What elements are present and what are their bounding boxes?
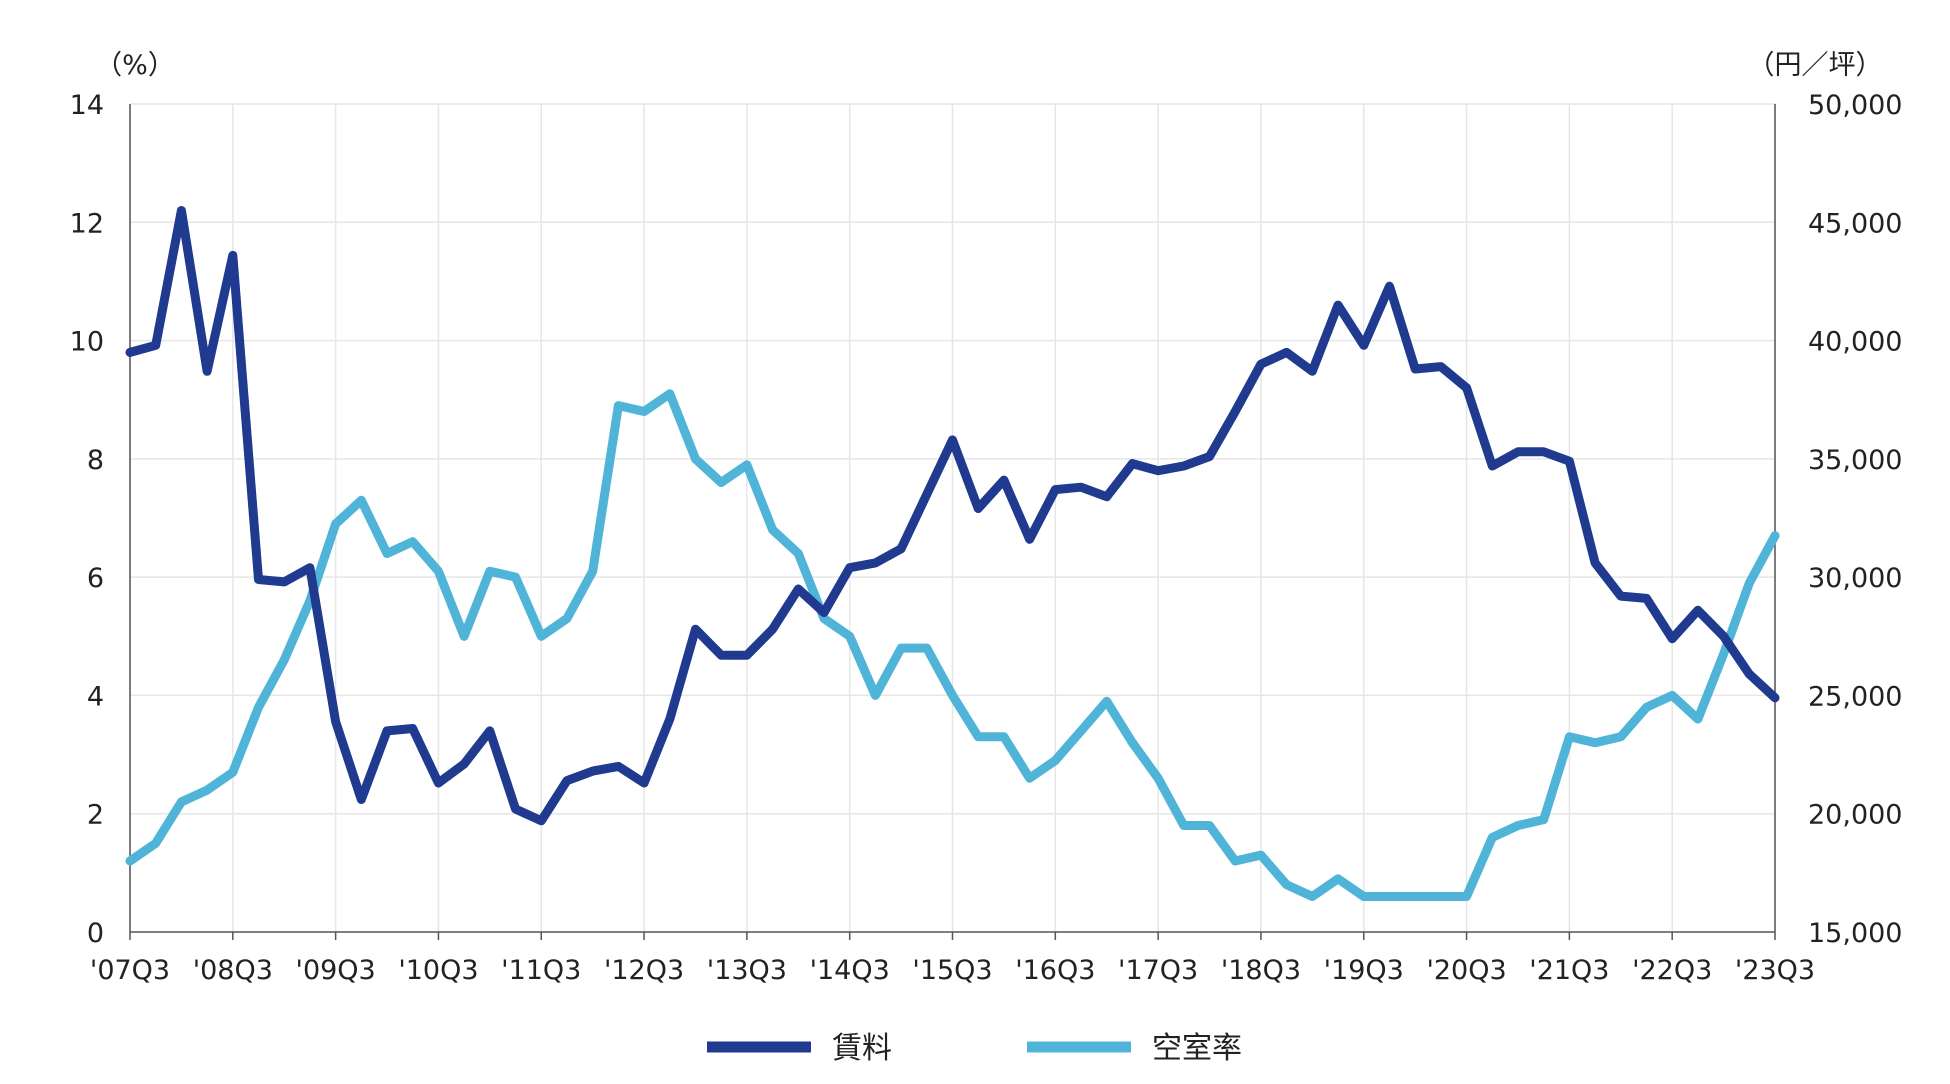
x-tick-label: '11Q3	[501, 955, 581, 986]
left-tick-label: 8	[87, 445, 104, 476]
x-tick-label: '21Q3	[1529, 955, 1609, 986]
right-tick-label: 15,000	[1808, 918, 1902, 949]
left-tick-label: 6	[87, 563, 104, 594]
x-tick-label: '07Q3	[90, 955, 170, 986]
tick-labels: （%） （円／坪） 0 2 4 6 8 10 12 14 15,000 20,000 25,000 3…	[70, 50, 1903, 986]
right-tick-label: 35,000	[1808, 445, 1902, 476]
x-tick-label: '23Q3	[1735, 955, 1815, 986]
left-tick-label: 2	[87, 800, 104, 831]
x-tick-label: '20Q3	[1426, 955, 1506, 986]
x-tick-label: '18Q3	[1221, 955, 1301, 986]
right-tick-label: 20,000	[1808, 800, 1902, 831]
series-line-rent	[125, 206, 1780, 826]
x-tick-label: '16Q3	[1015, 955, 1095, 986]
x-tick-label: '14Q3	[810, 955, 890, 986]
x-tick-label: '17Q3	[1118, 955, 1198, 986]
right-tick-label: 40,000	[1808, 327, 1902, 358]
x-tick-label: '22Q3	[1632, 955, 1712, 986]
left-tick-label: 0	[87, 918, 104, 949]
x-tick-label: '15Q3	[912, 955, 992, 986]
x-tick-label: '19Q3	[1324, 955, 1404, 986]
left-tick-label: 10	[70, 327, 104, 358]
legend: 賃料 空室率	[707, 1031, 1242, 1066]
x-tick-label: '08Q3	[193, 955, 273, 986]
series	[125, 206, 1780, 901]
series-line-vacancy-rate	[125, 389, 1780, 901]
right-tick-label: 45,000	[1808, 208, 1902, 239]
right-tick-label: 30,000	[1808, 563, 1902, 594]
left-tick-label: 14	[70, 90, 104, 121]
x-tick-label: '10Q3	[398, 955, 478, 986]
x-tick-label: '12Q3	[604, 955, 684, 986]
right-tick-label: 50,000	[1808, 90, 1902, 121]
right-tick-label: 25,000	[1808, 681, 1902, 712]
x-tick-label: '09Q3	[296, 955, 376, 986]
axes	[129, 104, 1776, 940]
legend-label-vacancy-rate: 空室率	[1152, 1031, 1242, 1066]
left-tick-label: 12	[70, 208, 104, 239]
left-tick-label: 4	[87, 681, 104, 712]
legend-label-rent: 賃料	[832, 1031, 892, 1066]
left-axis-unit: （%）	[95, 50, 175, 81]
gridlines	[129, 103, 1776, 932]
right-axis-unit: （円／坪）	[1748, 50, 1883, 81]
x-tick-label: '13Q3	[707, 955, 787, 986]
